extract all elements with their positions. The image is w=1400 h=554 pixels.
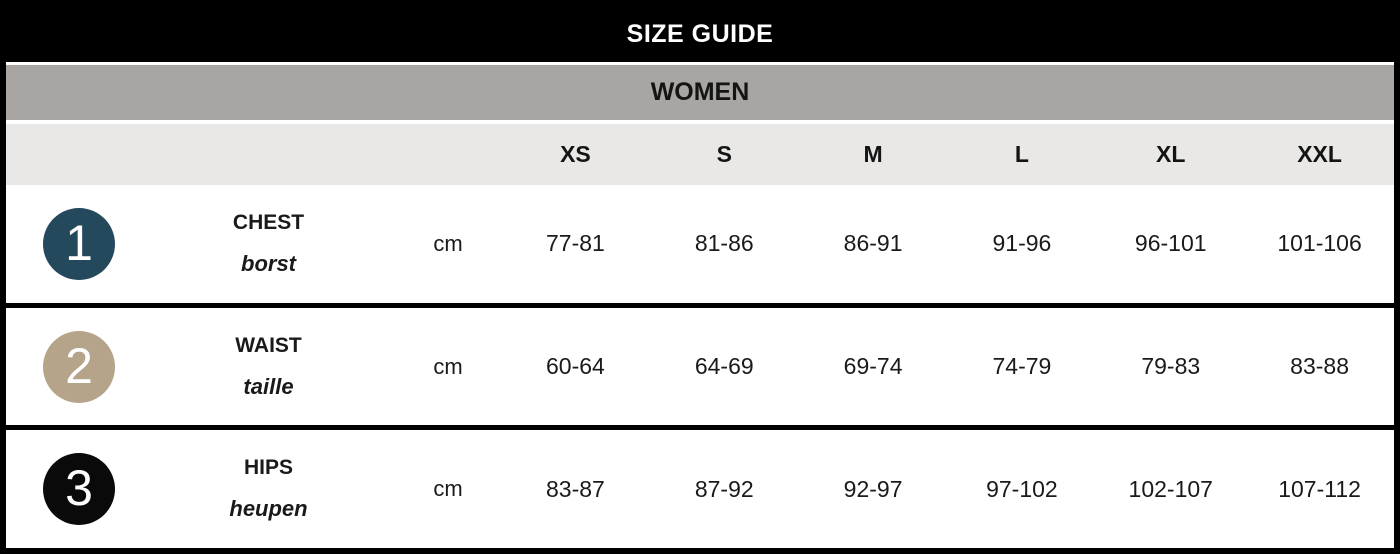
- unit-label: cm: [433, 353, 463, 379]
- size-col-xs: XS: [560, 141, 591, 167]
- chest-value-xxl: 101-106: [1277, 230, 1362, 257]
- size-col-l: L: [1014, 141, 1029, 167]
- measurement-label-cell: HIPS heupen: [136, 456, 381, 522]
- measurement-label: WAIST: [235, 333, 302, 357]
- hips-value-xs: 83-87: [546, 475, 605, 502]
- chest-value-xs: 77-81: [546, 230, 605, 257]
- size-col-m: M: [863, 141, 883, 167]
- chest-value-xl: 96-101: [1134, 230, 1207, 257]
- hips-value-l: 97-102: [986, 475, 1058, 502]
- hips-value-xl: 102-107: [1128, 475, 1213, 502]
- table-row-hips: 3 HIPS heupen cm 83-87 87-92 92-97 97-10…: [6, 425, 1394, 549]
- measurement-translation: heupen: [229, 496, 308, 522]
- table-row-chest: 1 CHEST borst cm 77-81 81-86 86-91 91-96…: [6, 185, 1394, 303]
- waist-value-xl: 79-83: [1141, 353, 1201, 379]
- measurement-label-cell: CHEST borst: [136, 211, 381, 277]
- size-col-xl: XL: [1156, 141, 1186, 167]
- size-col-xxl: XXL: [1297, 141, 1342, 167]
- measurement-label: CHEST: [232, 210, 305, 234]
- row-number-cell: 2: [6, 330, 136, 403]
- waist-value-xs: 60-64: [546, 353, 605, 379]
- number-2-badge: 2: [43, 330, 115, 403]
- waist-value-l: 74-79: [992, 353, 1052, 379]
- waist-value-m: 69-74: [843, 353, 903, 379]
- hips-value-m: 92-97: [843, 475, 903, 502]
- measurement-label: HIPS: [243, 456, 293, 480]
- size-col-s: S: [716, 141, 732, 167]
- unit-label: cm: [433, 230, 463, 256]
- hips-value-xxl: 107-112: [1278, 475, 1361, 502]
- row-number-cell: 3: [6, 453, 136, 526]
- category-bar: WOMEN: [6, 65, 1394, 120]
- hips-value-s: 87-92: [694, 475, 754, 502]
- page-title: SIZE GUIDE: [626, 19, 774, 48]
- category-label: WOMEN: [650, 78, 750, 106]
- waist-value-s: 64-69: [694, 353, 754, 379]
- measurement-translation: borst: [241, 250, 296, 276]
- measurement-label-cell: WAIST taille: [136, 334, 381, 400]
- size-header-row: XS S M L XL XXL: [6, 124, 1394, 185]
- row-number-cell: 1: [6, 207, 136, 280]
- number-3-badge: 3: [43, 453, 115, 526]
- number-1-badge: 1: [43, 207, 115, 280]
- title-bar: SIZE GUIDE: [6, 6, 1394, 62]
- unit-label: cm: [433, 476, 463, 502]
- table-row-waist: 2 WAIST taille cm 60-64 64-69 69-74 74-7…: [6, 302, 1394, 426]
- chest-value-l: 91-96: [992, 230, 1052, 257]
- measurement-translation: taille: [243, 373, 294, 399]
- chest-value-m: 86-91: [843, 230, 903, 257]
- waist-value-xxl: 83-88: [1290, 353, 1349, 379]
- chest-value-s: 81-86: [694, 230, 754, 257]
